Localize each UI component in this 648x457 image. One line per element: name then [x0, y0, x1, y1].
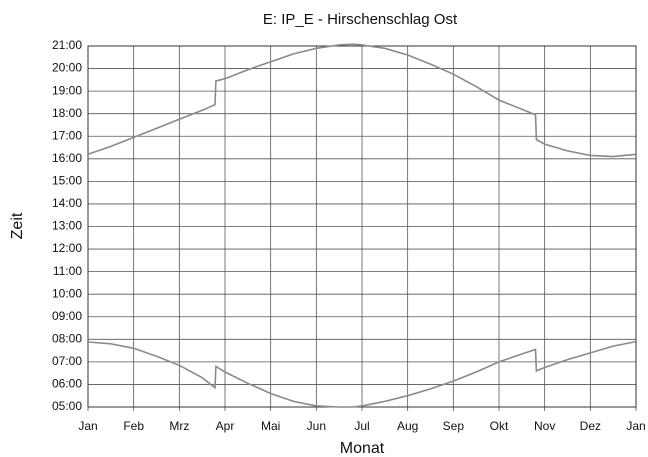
y-tick-label: 06:00 [52, 377, 82, 391]
x-tick-label: Aug [397, 419, 418, 433]
y-tick-label: 11:00 [53, 264, 82, 278]
x-tick-label: Jun [307, 419, 326, 433]
y-tick-label: 12:00 [52, 241, 82, 255]
x-axis-label: Monat [340, 440, 385, 457]
y-tick-label: 13:00 [52, 219, 82, 233]
line-series [87, 340, 637, 408]
x-tick-label: Okt [490, 419, 509, 433]
y-tick-label: 20:00 [52, 61, 82, 75]
y-axis-label: Zeit [9, 212, 26, 239]
plot-frame [87, 45, 637, 408]
x-tick-label: Mai [261, 419, 280, 433]
y-tick-label: 21:00 [52, 38, 82, 52]
y-tick-label: 08:00 [52, 331, 82, 345]
y-tick-label: 07:00 [52, 354, 82, 368]
y-tick-label: 14:00 [52, 196, 82, 210]
x-tick-label: Dez [580, 419, 601, 433]
x-tick-label: Sep [443, 419, 465, 433]
y-tick-label: 18:00 [52, 106, 82, 120]
line-series [87, 43, 637, 158]
x-tick-label: Mrz [169, 419, 189, 433]
x-tick-label: Jan [78, 419, 97, 433]
y-tick-label: 10:00 [52, 286, 82, 300]
y-tick-label: 05:00 [52, 399, 82, 413]
x-tick-label: Jan [626, 419, 645, 433]
x-tick-label: Apr [216, 419, 235, 433]
y-tick-label: 09:00 [52, 309, 82, 323]
y-tick-label: 16:00 [52, 151, 82, 165]
x-tick-label: Feb [123, 419, 144, 433]
chart-title: E: IP_E - Hirschenschlag Ost [263, 11, 458, 28]
y-tick-label: 15:00 [52, 174, 82, 188]
y-tick-label: 19:00 [52, 83, 82, 97]
y-tick-label: 17:00 [52, 128, 82, 142]
x-tick-label: Jul [354, 419, 369, 433]
x-tick-label: Nov [534, 419, 555, 433]
